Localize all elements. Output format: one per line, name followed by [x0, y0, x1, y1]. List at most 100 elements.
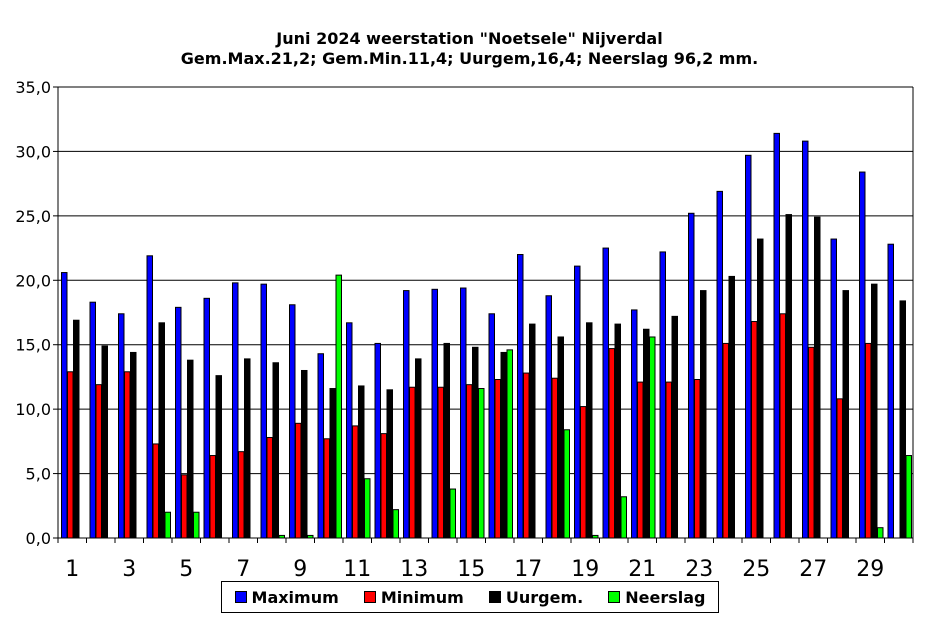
- bar-maximum-day-20: [602, 247, 609, 539]
- bar-minimum-day-29: [865, 342, 872, 539]
- bar-maximum-day-8: [260, 283, 267, 539]
- bar-neerslag-day-15: [478, 388, 485, 539]
- bar-uurgem-day-12: [386, 389, 393, 539]
- x-tick-label: 11: [343, 557, 371, 582]
- bar-uurgem-day-4: [158, 322, 165, 539]
- bar-uurgem-day-24: [728, 275, 735, 539]
- bar-maximum-day-21: [631, 309, 638, 539]
- bar-minimum-day-14: [437, 386, 444, 539]
- bar-uurgem-day-2: [101, 345, 108, 539]
- bar-minimum-day-12: [380, 433, 387, 539]
- bar-minimum-day-26: [779, 313, 786, 539]
- bar-minimum-day-3: [124, 371, 131, 539]
- x-tick-label: 7: [236, 557, 250, 582]
- bar-maximum-day-4: [146, 255, 153, 539]
- y-tick-label: 10,0: [15, 400, 51, 419]
- bar-uurgem-day-15: [472, 346, 479, 539]
- bar-maximum-day-27: [802, 140, 809, 539]
- bar-neerslag-day-12: [392, 509, 399, 539]
- bar-minimum-day-5: [181, 474, 188, 539]
- bar-minimum-day-18: [551, 377, 558, 539]
- bar-maximum-day-14: [431, 288, 438, 539]
- legend-swatch-uurgem: [488, 591, 501, 603]
- x-tick-label: 21: [628, 557, 656, 582]
- bar-minimum-day-15: [466, 384, 473, 539]
- bar-uurgem-day-11: [358, 385, 365, 539]
- bar-maximum-day-28: [830, 238, 837, 539]
- bar-minimum-day-11: [352, 425, 359, 539]
- bar-maximum-day-24: [716, 190, 723, 539]
- bar-uurgem-day-23: [700, 290, 707, 539]
- bar-maximum-day-6: [203, 297, 210, 539]
- bar-uurgem-day-1: [73, 319, 80, 539]
- y-tick-label: 0,0: [26, 529, 51, 548]
- bar-minimum-day-27: [808, 346, 815, 539]
- bar-neerslag-day-11: [364, 478, 371, 539]
- bar-maximum-day-22: [659, 251, 666, 539]
- legend-label-neerslag: Neerslag: [625, 587, 706, 607]
- bar-maximum-day-5: [175, 306, 182, 539]
- bar-uurgem-day-10: [329, 388, 336, 539]
- bar-neerslag-day-18: [563, 429, 570, 539]
- chart-subtitle: Gem.Max.21,2; Gem.Min.11,4; Uurgem,16,4;…: [180, 49, 759, 68]
- y-tick-label: 35,0: [15, 78, 51, 97]
- bar-neerslag-day-16: [506, 349, 513, 539]
- bar-minimum-day-9: [295, 422, 302, 539]
- bar-uurgem-day-17: [529, 323, 536, 539]
- y-tick-label: 25,0: [15, 207, 51, 226]
- bar-neerslag-day-30: [905, 455, 912, 539]
- bar-uurgem-day-22: [671, 315, 678, 539]
- bar-minimum-day-24: [722, 342, 729, 539]
- bar-minimum-day-2: [95, 384, 102, 539]
- y-tick-label: 30,0: [15, 142, 51, 161]
- bar-minimum-day-7: [238, 451, 245, 539]
- bar-neerslag-day-5: [193, 511, 200, 539]
- bar-uurgem-day-16: [500, 351, 507, 539]
- bar-uurgem-day-25: [757, 238, 764, 539]
- bar-maximum-day-9: [289, 304, 296, 539]
- legend-swatch-neerslag: [608, 591, 621, 603]
- chart-title: Juni 2024 weerstation "Noetsele" Nijverd…: [276, 29, 663, 48]
- bar-uurgem-day-18: [557, 336, 564, 539]
- legend-label-uurgem: Uurgem.: [505, 587, 584, 607]
- bar-uurgem-day-19: [586, 322, 593, 539]
- bar-maximum-day-17: [517, 254, 524, 539]
- bar-neerslag-day-10: [335, 274, 342, 539]
- bar-maximum-day-16: [488, 313, 495, 539]
- bar-uurgem-day-8: [272, 362, 279, 539]
- bar-maximum-day-30: [887, 243, 894, 539]
- bar-maximum-day-25: [745, 154, 752, 539]
- bar-uurgem-day-30: [899, 300, 906, 539]
- bar-minimum-day-23: [694, 379, 701, 539]
- bar-maximum-day-15: [460, 287, 467, 539]
- bar-uurgem-day-28: [842, 290, 849, 539]
- x-tick-label: 27: [799, 557, 827, 582]
- bar-minimum-day-21: [637, 381, 644, 539]
- plot-area: [58, 87, 913, 538]
- bar-maximum-day-23: [688, 212, 695, 539]
- bar-maximum-day-10: [317, 353, 324, 539]
- bar-minimum-day-17: [523, 372, 530, 539]
- bar-uurgem-day-5: [187, 359, 194, 539]
- bar-minimum-day-25: [751, 321, 758, 539]
- x-tick-label: 1: [65, 557, 79, 582]
- bar-minimum-day-13: [409, 386, 416, 539]
- bar-minimum-day-6: [209, 455, 216, 539]
- bar-minimum-day-10: [323, 438, 330, 539]
- bar-uurgem-day-21: [643, 328, 650, 539]
- bar-uurgem-day-6: [215, 375, 222, 539]
- bar-maximum-day-12: [374, 342, 381, 539]
- bar-uurgem-day-9: [301, 369, 308, 539]
- bar-uurgem-day-29: [871, 283, 878, 539]
- x-tick-label: 15: [457, 557, 485, 582]
- bar-uurgem-day-20: [614, 323, 621, 539]
- x-tick-label: 9: [293, 557, 307, 582]
- bar-maximum-day-7: [232, 282, 239, 539]
- bar-maximum-day-29: [859, 171, 866, 539]
- legend-item-neerslag: Neerslag: [608, 588, 705, 607]
- x-tick-label: 13: [400, 557, 428, 582]
- bar-maximum-day-2: [89, 301, 96, 539]
- bar-neerslag-day-14: [449, 488, 456, 539]
- bar-maximum-day-3: [118, 313, 125, 539]
- bar-uurgem-day-14: [443, 342, 450, 539]
